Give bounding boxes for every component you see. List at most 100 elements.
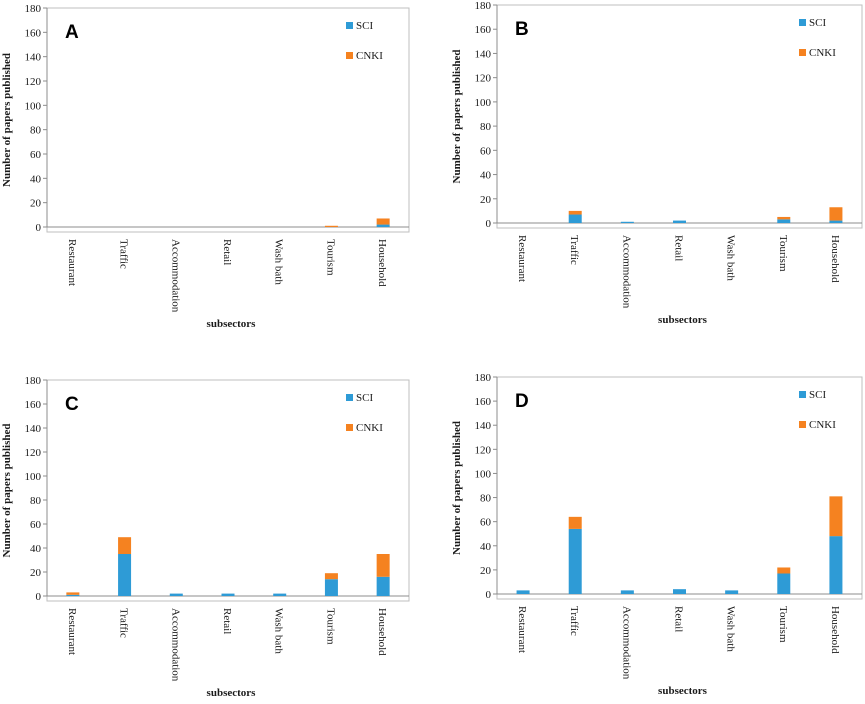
y-axis-label: Number of papers published (1, 53, 13, 187)
chart-panel-c: 0 20 40 60 80 100 120 140 160 180 Number of papers… (1, 375, 410, 699)
bar-cnki-restaurant (66, 592, 80, 595)
plot-frame (46, 7, 410, 233)
y-tick-label: 180 (475, 372, 492, 384)
bar-cnki-tourism (324, 225, 338, 227)
x-category-label: Tourism (324, 239, 336, 276)
y-tick-label: 20 (30, 198, 42, 210)
y-tick-label: 140 (25, 423, 42, 435)
legend-swatch-sci (799, 19, 806, 26)
x-category-label: Retail (221, 239, 233, 265)
bar-sci-household (376, 224, 390, 227)
bar-sci-retail (221, 593, 235, 596)
x-category-label: Household (376, 608, 388, 656)
y-axis-label: Number of papers published (1, 424, 13, 558)
bar-sci-restaurant (66, 594, 80, 596)
legend-swatch-cnki (346, 424, 353, 431)
x-category-label: Tourism (324, 608, 336, 645)
x-category-label: Retail (221, 608, 233, 634)
x-category-label: Wash bath (273, 608, 285, 654)
x-axis-label: subsectors (207, 318, 257, 330)
x-category-label: Restaurant (66, 608, 78, 655)
plot-frame (496, 376, 863, 600)
panel-letter: D (515, 391, 529, 412)
y-tick-label: 80 (30, 495, 42, 507)
x-category-label: Retail (673, 235, 685, 261)
bar-cnki-household (829, 496, 843, 537)
y-tick-label: 20 (480, 565, 492, 577)
x-category-label: Accommodation (620, 606, 632, 680)
legend-label-sci: SCI (809, 17, 826, 29)
x-category-label: Traffic (568, 235, 580, 265)
y-tick-label: 100 (25, 471, 42, 483)
chart-panel-b: 0 20 40 60 80 100 120 140 160 180 Number of papers… (451, 0, 863, 326)
y-tick-label: 0 (486, 218, 492, 230)
y-tick-label: 60 (30, 149, 42, 161)
y-tick-label: 60 (480, 145, 492, 157)
legend-label-cnki: CNKI (809, 419, 836, 431)
bar-sci-retail (673, 589, 686, 594)
legend-swatch-cnki (799, 49, 806, 56)
y-axis-label: Number of papers published (451, 50, 463, 184)
legend-swatch-cnki (799, 421, 806, 428)
x-category-label: Accommodation (169, 239, 181, 313)
panel-letter: A (65, 22, 79, 43)
x-axis-label: subsectors (658, 314, 708, 326)
x-category-label: Wash bath (273, 239, 285, 285)
y-tick-label: 100 (475, 468, 492, 480)
legend-label-sci: SCI (356, 392, 373, 404)
bar-cnki-household (376, 554, 390, 577)
plot-frame (46, 379, 410, 602)
y-tick-label: 180 (475, 0, 492, 12)
bar-sci-household (829, 220, 843, 223)
y-tick-label: 20 (30, 567, 42, 579)
y-tick-label: 160 (475, 396, 492, 408)
bar-sci-household (829, 536, 843, 594)
y-tick-label: 40 (480, 541, 492, 553)
bar-sci-traffic (568, 528, 582, 594)
y-tick-label: 0 (36, 591, 42, 603)
y-tick-label: 120 (25, 76, 42, 88)
bar-cnki-household (829, 207, 843, 221)
x-category-label: Retail (673, 606, 685, 632)
y-tick-label: 40 (30, 543, 42, 555)
plot-frame (496, 4, 863, 229)
panel-letter: B (515, 19, 529, 40)
bar-sci-household (376, 576, 390, 596)
bar-sci-tourism (777, 573, 791, 594)
y-tick-label: 60 (30, 519, 42, 531)
bar-cnki-tourism (777, 567, 791, 574)
x-category-label: Restaurant (66, 239, 78, 286)
x-axis-label: subsectors (207, 687, 257, 699)
x-category-label: Household (829, 235, 841, 283)
bar-cnki-tourism (777, 216, 791, 220)
legend-swatch-sci (799, 391, 806, 398)
bar-sci-wash-bath (725, 590, 739, 594)
bar-sci-tourism (324, 579, 338, 596)
x-category-label: Accommodation (169, 608, 181, 682)
y-tick-label: 120 (25, 447, 42, 459)
y-tick-label: 20 (480, 194, 492, 206)
x-category-label: Household (829, 606, 841, 654)
y-tick-label: 0 (36, 222, 42, 234)
bar-sci-tourism (777, 219, 791, 223)
y-tick-label: 80 (480, 121, 492, 133)
bar-sci-accommodation (620, 590, 634, 594)
bar-cnki-traffic (568, 210, 582, 215)
bar-sci-traffic (118, 554, 132, 596)
legend-label-cnki: CNKI (356, 50, 383, 62)
bar-sci-traffic (568, 214, 582, 223)
x-category-label: Traffic (118, 608, 130, 638)
y-tick-label: 160 (25, 399, 42, 411)
y-tick-label: 100 (475, 97, 492, 109)
panel-letter: C (65, 394, 79, 415)
legend-label-sci: SCI (356, 20, 373, 32)
y-tick-label: 0 (486, 589, 492, 601)
legend-swatch-cnki (346, 52, 353, 59)
x-category-label: Traffic (568, 606, 580, 636)
x-category-label: Wash bath (725, 235, 737, 281)
x-category-label: Restaurant (516, 606, 528, 653)
legend-label-cnki: CNKI (356, 422, 383, 434)
y-tick-label: 120 (475, 73, 492, 85)
y-tick-label: 160 (25, 27, 42, 39)
bar-sci-accommodation (169, 593, 183, 596)
